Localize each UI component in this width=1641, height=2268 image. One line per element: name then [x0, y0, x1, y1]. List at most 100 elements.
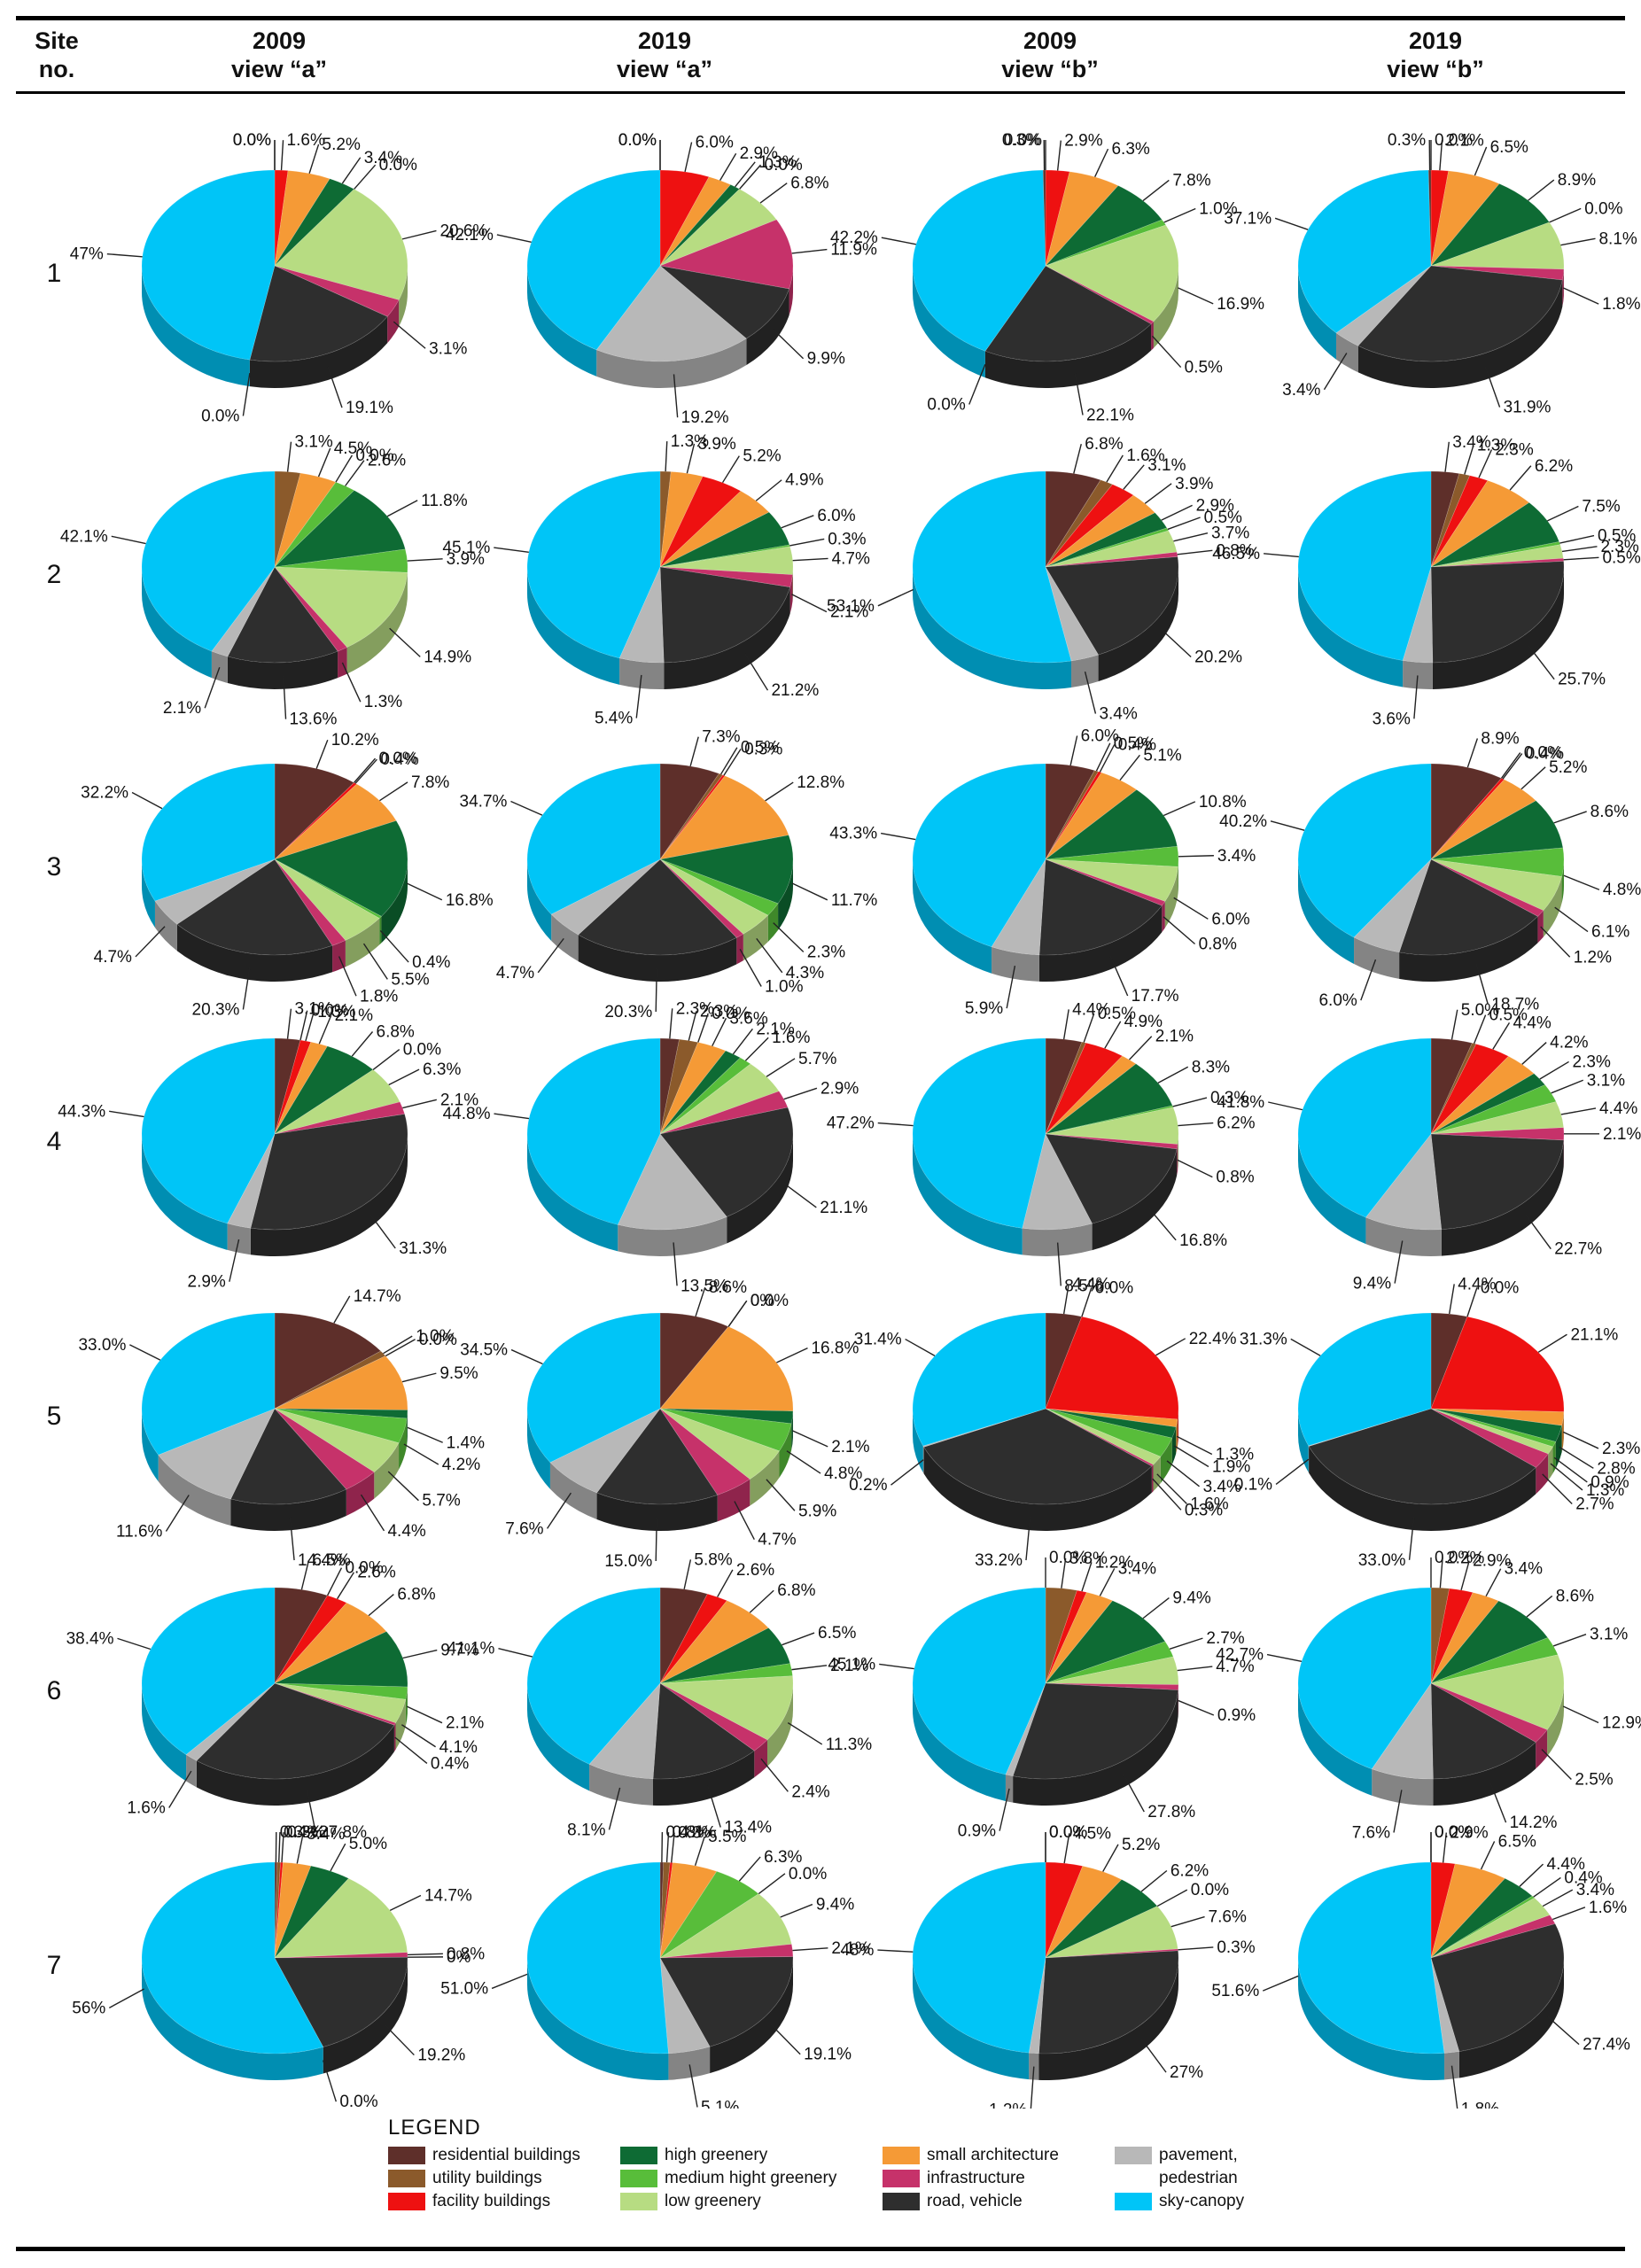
pie-slice-road	[1308, 1408, 1536, 1505]
leader-line	[1450, 1009, 1458, 1040]
slice-value-label: 1.3%	[758, 153, 797, 172]
pie-side-infra	[789, 266, 793, 316]
slice-value-label: 41.1%	[447, 1640, 495, 1658]
leader-line	[1142, 179, 1170, 202]
leader-line	[1547, 505, 1579, 522]
pie-slice-low	[659, 858, 769, 935]
leader-line	[401, 1724, 436, 1748]
pie-chart: 2.9% 6.3% 7.8% 1.0% 16.9% 0.5% 22.1% 0.0% 42.2% 0…	[830, 131, 1264, 424]
pie-slice-infra	[274, 1682, 396, 1726]
slice-value-label: 0.0%	[345, 1559, 383, 1578]
pie-side-road	[1038, 1958, 1178, 2080]
pie-slice-fac	[659, 1861, 673, 1959]
pie-side-road	[250, 1134, 408, 1257]
column-header-1: 2009 view “a”	[155, 27, 403, 83]
legend-label: pavement,	[1159, 2146, 1238, 2164]
slice-value-label: 43.3%	[829, 825, 877, 843]
pie-side-sky	[142, 567, 212, 679]
pie-slice-infra	[274, 265, 400, 317]
column-header-year: 2009	[1023, 27, 1077, 54]
pie-side-pave	[992, 946, 1039, 982]
leader-line	[1473, 1014, 1487, 1045]
leader-line	[283, 675, 287, 719]
leader-line	[1264, 553, 1299, 558]
leader-line	[719, 152, 737, 181]
pie-slice-high	[274, 490, 406, 568]
pie-slice-infra	[1430, 858, 1544, 917]
leader-line	[317, 447, 331, 478]
slice-value-label: 3.4%	[1452, 433, 1490, 452]
slice-value-label: 0.0%	[1049, 1549, 1087, 1567]
leader-line	[1176, 1435, 1213, 1456]
slice-value-label: 44.8%	[443, 1105, 491, 1123]
pie-slice-road	[1045, 556, 1179, 656]
legend-swatch	[620, 2147, 657, 2164]
leader-line	[1484, 366, 1501, 408]
slice-value-label: 6.0%	[817, 507, 855, 525]
leader-line	[877, 1949, 914, 1953]
slice-value-label: 31.9%	[1504, 399, 1552, 417]
pie-slice-pave	[595, 265, 747, 362]
pie-side-infra	[346, 1472, 375, 1516]
slice-value-label: 3.1%	[429, 339, 467, 358]
slice-value-label: 47.2%	[827, 1115, 875, 1133]
pie-side-sky	[1298, 1409, 1309, 1472]
pie-slice-fac	[1045, 1316, 1179, 1420]
legend: LEGEND residential buildings utility bui…	[370, 2116, 1310, 2240]
pie-slice-high	[1430, 501, 1560, 568]
pie-slice-pave	[1430, 1957, 1460, 2054]
pie-slice-small	[274, 783, 397, 860]
leader-line	[1275, 1458, 1310, 1485]
legend-label: pedestrian	[1159, 2169, 1238, 2187]
pie-side-med	[779, 1423, 792, 1478]
pie-slice-road	[652, 1682, 755, 1780]
slice-value-label: 20.6%	[439, 221, 487, 240]
pie-slice-res	[274, 1861, 278, 1959]
leader-line	[1559, 1446, 1594, 1469]
pie-slice-road	[250, 1114, 408, 1231]
pie-slice-fac	[1430, 1588, 1474, 1684]
slice-value-label: 25.7%	[1558, 671, 1606, 689]
leader-line	[1099, 744, 1116, 773]
slice-value-label: 6.5%	[1490, 138, 1528, 157]
pie-slice-low	[274, 566, 408, 648]
pie-slice-res	[659, 1312, 729, 1410]
slice-value-label: 0.9%	[958, 1822, 996, 1841]
slice-value-label: 38.4%	[66, 1629, 114, 1648]
leader-line	[1492, 1021, 1511, 1050]
slice-value-label: 3.1%	[1590, 1626, 1628, 1644]
leader-line	[1139, 2037, 1167, 2073]
slice-value-label: 7.5%	[1582, 497, 1620, 516]
leader-line	[1142, 1596, 1170, 1619]
slice-value-label: 40.2%	[1219, 812, 1267, 831]
legend-item-medium-greenery: medium hight greenery	[620, 2167, 836, 2190]
pie-side-pave	[1071, 655, 1099, 687]
pie-side-sky	[527, 266, 597, 377]
pie-chart: 6.0%2.9%1.3%0.0%6.8%11.9%9.9%19.2%42.1%0…	[446, 131, 877, 427]
pie-slice-small	[659, 1600, 769, 1684]
leader-line	[289, 1517, 295, 1561]
table-top-rule	[16, 16, 1625, 20]
pie-slice-road	[659, 1107, 794, 1217]
slice-value-label: 3.4%	[1217, 847, 1256, 866]
leader-line	[1166, 1460, 1200, 1487]
slice-value-label: 8.6%	[1556, 1587, 1594, 1605]
slice-value-label: 0.3%	[280, 1823, 318, 1842]
leader-line	[1156, 1889, 1188, 1907]
leader-line	[782, 1182, 817, 1208]
leader-line	[1266, 1653, 1303, 1662]
pie-side-infra	[736, 934, 743, 965]
pie-side-infra	[1151, 1464, 1154, 1493]
slice-value-label: 0.0%	[1584, 199, 1622, 218]
leader-line	[1560, 1107, 1597, 1115]
pie-slice-pave	[1028, 1957, 1046, 2054]
leader-line	[333, 1295, 351, 1324]
slice-value-label: 8.1%	[567, 1821, 605, 1839]
slice-value-label: 2.1%	[446, 1714, 484, 1733]
leader-line	[686, 443, 696, 474]
leader-line	[1081, 1562, 1093, 1592]
leader-line	[345, 460, 365, 486]
leader-line	[510, 1348, 543, 1365]
pie-slice-road	[923, 1408, 1153, 1505]
slice-value-label: 4.5%	[334, 439, 372, 458]
